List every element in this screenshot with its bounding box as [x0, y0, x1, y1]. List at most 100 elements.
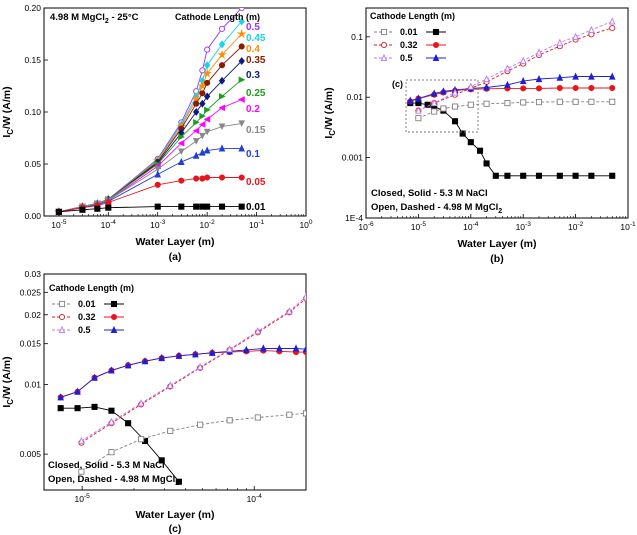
panel-a-series-labels: 0.50.450.40.35 0.3 0.25 0.2 0.15 0.1 0.05 0.01	[246, 22, 266, 213]
data-point	[199, 148, 206, 156]
data-point	[609, 172, 616, 179]
data-point	[178, 133, 185, 141]
series-line-0.5	[58, 8, 243, 213]
data-point	[202, 68, 212, 78]
data-point	[504, 64, 511, 72]
data-point	[572, 72, 579, 80]
data-point	[192, 350, 199, 358]
series-label: 0.35	[246, 55, 266, 66]
data-point	[203, 146, 211, 154]
panel-c-legend: 0.01 0.32 0.5	[52, 299, 124, 335]
data-point	[608, 17, 616, 25]
panel-b: 10-6 10-5 10-4 10-3 10-2 10-1 1E-4 0.001 0.01 0.1…	[323, 7, 636, 265]
x-tick-label: 10-6	[358, 221, 374, 232]
panel-a-marks	[54, 8, 247, 216]
series-line-0.5-MgCl2	[81, 296, 306, 442]
panel-c-note-closed: Closed, Solid - 5.3 M NaCl	[48, 460, 165, 471]
series-line-0.1	[58, 147, 242, 213]
y-tick-label: 0.015	[20, 339, 42, 349]
data-point	[430, 89, 438, 97]
data-point	[79, 206, 86, 213]
data-point	[199, 99, 206, 108]
data-point	[535, 172, 543, 179]
data-point	[483, 100, 490, 107]
data-point	[556, 98, 563, 105]
data-point	[572, 84, 579, 92]
data-point	[78, 436, 85, 445]
data-point	[535, 48, 543, 56]
y-tick-label: 0.025	[20, 287, 42, 297]
data-point	[476, 147, 484, 154]
data-point	[292, 344, 300, 352]
y-axis-label: IC/W (A/m)	[1, 86, 15, 137]
data-point	[556, 38, 564, 46]
data-point	[178, 177, 185, 184]
data-point	[238, 174, 245, 181]
series-label: 0.01	[246, 202, 266, 213]
data-point	[415, 94, 422, 102]
data-point	[415, 115, 422, 122]
data-point	[588, 172, 595, 179]
data-point	[572, 98, 579, 105]
data-point	[78, 468, 85, 475]
x-tick-label: 10-5	[51, 219, 67, 230]
data-point	[108, 417, 115, 425]
data-point	[199, 90, 206, 97]
x-tick-label: 10-4	[101, 219, 117, 230]
data-point	[154, 181, 161, 188]
x-tick-label: 10-5	[411, 221, 427, 232]
data-point	[193, 203, 200, 210]
data-point	[203, 115, 211, 123]
data-point	[238, 57, 245, 65]
data-point	[451, 88, 459, 96]
data-point	[504, 100, 511, 107]
legend-open-marker	[58, 300, 66, 308]
series-label: 0.1	[246, 149, 260, 160]
legend-filled-marker	[432, 28, 440, 36]
legend-label: 0.5	[78, 325, 91, 335]
data-point	[158, 354, 166, 362]
data-point	[154, 166, 162, 173]
data-point	[588, 84, 595, 92]
data-point	[217, 49, 227, 59]
x-tick-label: 10-5	[75, 493, 91, 504]
data-point	[302, 345, 306, 353]
series-line-0.01-MgCl2	[418, 101, 613, 119]
data-point	[137, 399, 145, 407]
data-point	[254, 327, 262, 335]
series-line-0.25	[58, 79, 242, 213]
legend-label: 0.32	[78, 312, 96, 322]
data-point	[556, 172, 563, 179]
panel-a-frame	[43, 7, 307, 217]
data-point	[204, 174, 211, 181]
legend-label: 0.32	[400, 40, 418, 50]
x-tick-label: 10-4	[463, 221, 479, 232]
series-line-0.01-MgCl2	[81, 412, 306, 473]
series-label: 0.3	[246, 70, 260, 81]
data-point	[204, 79, 211, 86]
panel-a-title: 4.98 M MgCl2 - 25°C	[50, 12, 139, 25]
data-point	[141, 357, 149, 365]
data-point	[218, 93, 226, 100]
data-point	[218, 203, 226, 210]
x-tick-label: 10-1	[620, 221, 636, 232]
x-tick-label: 10-3	[516, 221, 532, 232]
series-line-0.45	[58, 21, 243, 213]
data-point	[105, 199, 112, 206]
series-line-0.01-NaCl	[410, 102, 613, 177]
data-point	[218, 62, 226, 69]
panel-c-legend-title: Cathode Length (m)	[49, 283, 134, 293]
series-line-0.4	[58, 33, 243, 213]
data-point	[588, 72, 595, 80]
data-point	[208, 348, 216, 356]
legend-label: 0.5	[400, 53, 413, 63]
series-label: 0.4	[246, 44, 260, 55]
legend-label: 0.01	[400, 27, 418, 37]
legend-filled-marker	[110, 300, 118, 308]
x-tick-label: 100	[299, 219, 312, 230]
data-point	[218, 123, 226, 131]
series-line-0.32-NaCl	[410, 87, 613, 102]
panel-b-legend-title: Cathode Length (m)	[370, 11, 455, 21]
plot-area	[54, 8, 247, 216]
data-point	[226, 345, 233, 353]
